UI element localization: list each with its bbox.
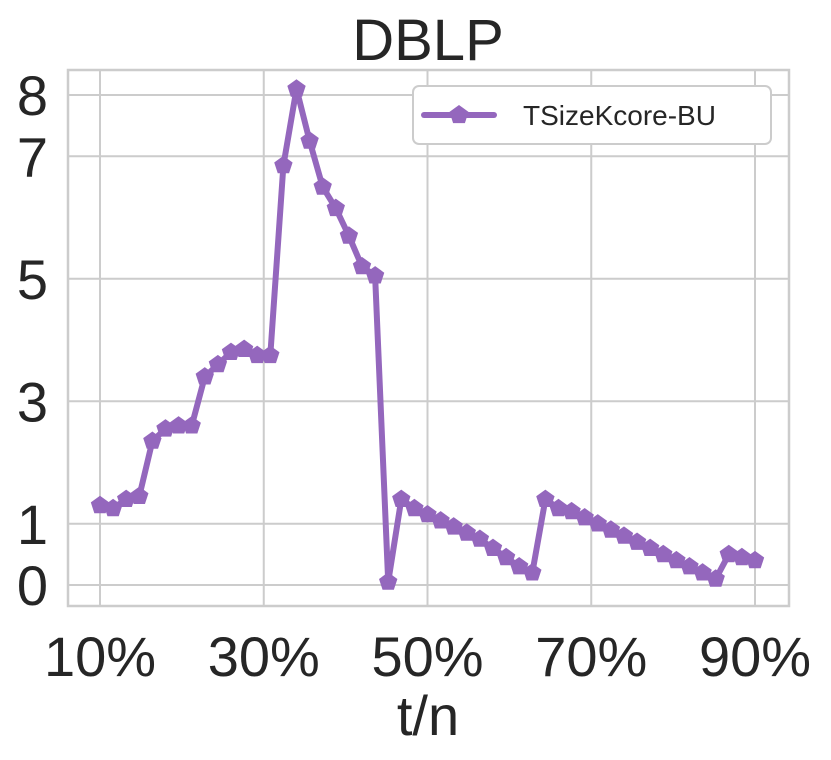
- data-point: [90, 495, 110, 514]
- data-point: [496, 547, 516, 566]
- x-tick-labels: 10% 30% 50% 70% 90%: [44, 625, 811, 688]
- data-point: [182, 416, 201, 434]
- data-point: [287, 79, 306, 97]
- chart-title: DBLP: [352, 8, 504, 73]
- data-point: [313, 177, 332, 195]
- x-tick-label: 30%: [208, 625, 320, 688]
- plot-frame: [66, 68, 791, 608]
- data-point: [261, 345, 280, 364]
- data-point: [706, 569, 725, 587]
- y-tick-labels: 01 3 5 78: [17, 64, 48, 617]
- legend-box: [412, 85, 772, 145]
- y-tick-label: 7: [17, 125, 48, 188]
- data-point: [195, 367, 214, 385]
- x-axis-label: t/n: [397, 684, 459, 747]
- data-point: [208, 354, 228, 373]
- data-point: [732, 547, 752, 566]
- legend-pentagon-marker: [449, 105, 469, 124]
- data-point: [300, 131, 319, 149]
- legend-label: TSizeKcore-BU: [523, 100, 716, 131]
- x-tick-label: 90%: [699, 625, 811, 688]
- data-point: [352, 256, 372, 275]
- data-point: [365, 266, 385, 284]
- y-tick-label: 0: [17, 554, 48, 617]
- data-point: [523, 563, 542, 581]
- data-point: [339, 226, 359, 244]
- x-tick-label: 10%: [44, 625, 156, 688]
- y-tick-label: 1: [17, 493, 48, 556]
- data-point: [745, 550, 765, 569]
- data-point: [536, 489, 555, 507]
- data-point: [719, 544, 738, 563]
- data-point: [143, 431, 162, 449]
- series-layer: [90, 79, 765, 590]
- data-point: [274, 155, 293, 174]
- y-tick-label: 5: [17, 248, 48, 311]
- data-point: [549, 498, 568, 517]
- data-point: [130, 486, 149, 504]
- data-point: [483, 538, 503, 556]
- y-tick-label: 3: [17, 370, 48, 433]
- data-point: [326, 198, 345, 217]
- y-tick-label: 8: [17, 64, 48, 127]
- legend: TSizeKcore-BU: [412, 85, 772, 145]
- grid-lines: [68, 70, 789, 606]
- x-tick-label: 70%: [535, 625, 647, 688]
- x-tick-label: 50%: [371, 625, 483, 688]
- data-point: [392, 489, 411, 507]
- data-point: [470, 529, 490, 547]
- data-point: [379, 572, 398, 590]
